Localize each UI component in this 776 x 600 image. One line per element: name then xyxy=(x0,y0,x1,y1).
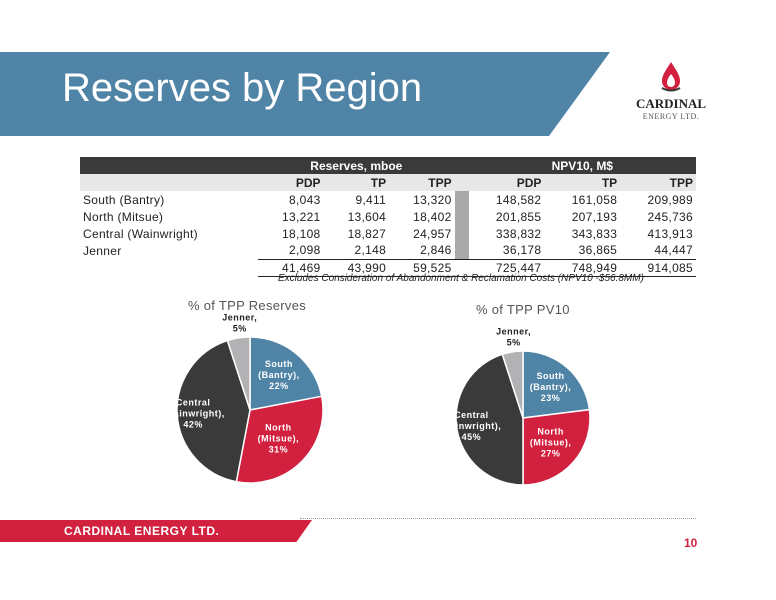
table-column-header-row: PDP TP TPP PDP TP TPP xyxy=(80,174,696,191)
footer-band xyxy=(0,520,312,542)
pie-slice-label: South (Bantry), 23% xyxy=(530,371,572,403)
pv10-pie-title: % of TPP PV10 xyxy=(476,302,570,317)
cell-value: 36,178 xyxy=(502,243,542,258)
cell-value: 18,827 xyxy=(347,226,387,241)
group-header-npv10: NPV10, M$ xyxy=(468,157,696,174)
total-value: 41,469 xyxy=(258,258,324,277)
total-value: 914,085 xyxy=(620,258,696,277)
pie-slice-label: South (Bantry), 22% xyxy=(258,359,300,391)
column-header: TP xyxy=(323,174,390,191)
row-label: Central (Wainwright) xyxy=(83,226,198,241)
pie-slice-label: North (Mitsue), 31% xyxy=(258,422,300,454)
cell-value: 413,913 xyxy=(647,226,693,241)
group-header-reserves: Reserves, mboe xyxy=(258,157,455,174)
cell-value: 18,108 xyxy=(282,226,321,241)
pie-slice xyxy=(522,408,591,486)
column-gap xyxy=(454,225,469,242)
cell-value: 148,582 xyxy=(495,192,542,207)
company-logo: CARDINAL ENERGY LTD. xyxy=(626,60,716,130)
column-gap xyxy=(454,258,469,277)
header-gap xyxy=(454,157,469,174)
pie-slice-label: Central Wainwright), 45% xyxy=(442,410,502,442)
logo-subtitle: ENERGY LTD. xyxy=(642,112,700,121)
total-value: 725,447 xyxy=(468,258,545,277)
pie-slice-label: Jenner, 5% xyxy=(496,327,531,348)
footnote: Excludes Consideration of Abandonment & … xyxy=(278,273,644,284)
pv10-pie-chart: South (Bantry), 23% North (Mitsue), 27% Centra… xyxy=(442,327,591,486)
column-header: TPP xyxy=(620,174,696,191)
column-gap xyxy=(454,242,469,259)
column-header: PDP xyxy=(258,174,324,191)
pie-slice xyxy=(226,336,251,411)
reserves-pie-title: % of TPP Reserves xyxy=(188,298,307,313)
table-group-header-row: Reserves, mboe NPV10, M$ xyxy=(80,157,696,174)
cell-value: 8,043 xyxy=(289,192,321,207)
cell-value: 161,058 xyxy=(571,192,618,207)
total-value: 748,949 xyxy=(544,258,621,277)
total-value: 43,990 xyxy=(323,258,390,277)
cell-value: 343,833 xyxy=(571,226,618,241)
pie-slice xyxy=(522,350,591,419)
cell-value: 36,865 xyxy=(578,243,618,258)
cell-value: 2,098 xyxy=(289,243,321,258)
cell-value: 13,320 xyxy=(413,192,452,207)
table-row: North (Mitsue) 13,221 13,604 18,402 201,… xyxy=(80,208,696,225)
row-label: Jenner xyxy=(83,243,122,258)
table-total-row: 41,469 43,990 59,525 725,447 748,949 914… xyxy=(80,258,696,277)
pie-slice xyxy=(235,395,324,484)
pie-slice xyxy=(249,336,323,411)
column-gap xyxy=(454,208,469,225)
footer-company-name: CARDINAL ENERGY LTD. xyxy=(64,524,220,538)
logo-name: CARDINAL xyxy=(635,96,707,111)
pie-slice xyxy=(501,350,524,419)
page-number: 10 xyxy=(684,536,698,550)
cell-value: 24,957 xyxy=(413,226,452,241)
cell-value: 338,832 xyxy=(495,226,542,241)
pie-slice xyxy=(455,353,524,486)
flame-drop-icon xyxy=(661,62,681,92)
table-row: Jenner 2,098 2,148 2,846 36,178 36,865 4… xyxy=(80,242,696,259)
column-header: TP xyxy=(544,174,621,191)
pie-slice xyxy=(176,339,251,483)
total-label xyxy=(80,259,258,276)
table-row: South (Bantry) 8,043 9,411 13,320 148,58… xyxy=(80,191,696,208)
pie-slice-label: Jenner, 5% xyxy=(222,313,257,334)
header-gap xyxy=(454,174,469,191)
cell-value: 2,148 xyxy=(354,243,387,258)
cell-value: 201,855 xyxy=(495,209,542,224)
cell-value: 13,221 xyxy=(282,209,321,224)
page-title: Reserves by Region xyxy=(62,66,423,110)
reserves-pie-chart: South (Bantry), 22% North (Mitsue), 31% Centra… xyxy=(162,313,324,484)
title-band xyxy=(0,52,610,136)
cell-value: 44,447 xyxy=(654,243,693,258)
row-label: North (Mitsue) xyxy=(83,209,164,224)
cell-value: 9,411 xyxy=(355,192,387,207)
cell-value: 13,604 xyxy=(347,209,387,224)
footer-divider xyxy=(300,518,696,519)
column-header: PDP xyxy=(468,174,545,191)
column-header: TPP xyxy=(389,174,455,191)
cell-value: 245,736 xyxy=(647,209,693,224)
reserves-table: Reserves, mboe NPV10, M$ PDP TP TPP PDP … xyxy=(80,157,696,277)
cell-value: 207,193 xyxy=(571,209,618,224)
table-corner-2 xyxy=(80,174,259,191)
column-gap xyxy=(454,191,469,208)
pie-slice-label: North (Mitsue), 27% xyxy=(530,426,572,458)
cell-value: 209,989 xyxy=(647,192,693,207)
total-value: 59,525 xyxy=(389,258,455,277)
pie-slice-label: Central (Wainwright), 42% xyxy=(162,398,225,430)
table-corner xyxy=(80,157,259,174)
cell-value: 2,846 xyxy=(420,243,452,258)
table-row: Central (Wainwright) 18,108 18,827 24,95… xyxy=(80,225,696,242)
cell-value: 18,402 xyxy=(413,209,452,224)
row-label: South (Bantry) xyxy=(83,192,165,207)
